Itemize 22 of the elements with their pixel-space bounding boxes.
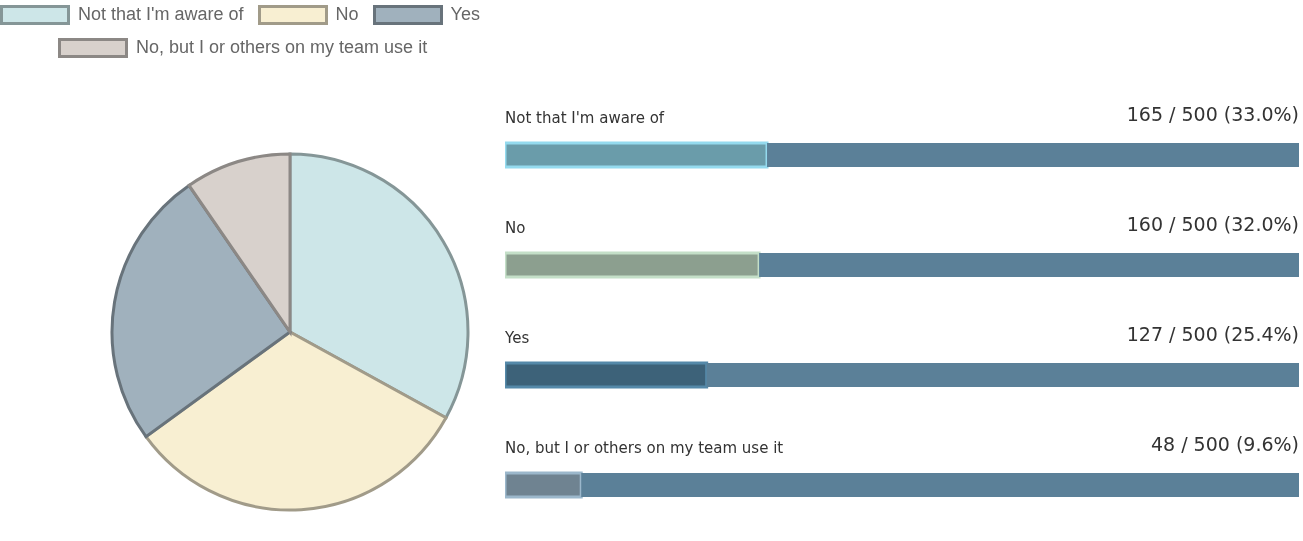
bar — [505, 141, 769, 169]
annotation: 160 / 500 (32.0%) — [1126, 213, 1299, 235]
bar — [759, 253, 1299, 277]
y-tick-label: No, but I or others on my team use it — [505, 439, 784, 457]
annotation: 127 / 500 (25.4%) — [1126, 323, 1299, 345]
legend-label: No, but I or others on my team use it — [136, 37, 428, 58]
bar — [505, 251, 761, 279]
legend-label: Yes — [450, 4, 480, 25]
y-tick-label: Yes — [504, 329, 530, 347]
bar — [767, 143, 1299, 167]
annotation: 48 / 500 (9.6%) — [1150, 433, 1299, 455]
pie-slice — [110, 183, 292, 439]
y-tick-label: No — [505, 219, 526, 237]
bar — [581, 473, 1299, 497]
annotation: 165 / 500 (33.0%) — [1126, 103, 1299, 125]
bar — [505, 471, 583, 499]
pie-slice — [144, 330, 448, 512]
bar — [706, 363, 1299, 387]
bar — [505, 361, 709, 389]
legend-label: Not that I'm aware of — [78, 4, 244, 25]
legend-label: No — [335, 4, 359, 25]
y-tick-label: Not that I'm aware of — [505, 109, 665, 127]
